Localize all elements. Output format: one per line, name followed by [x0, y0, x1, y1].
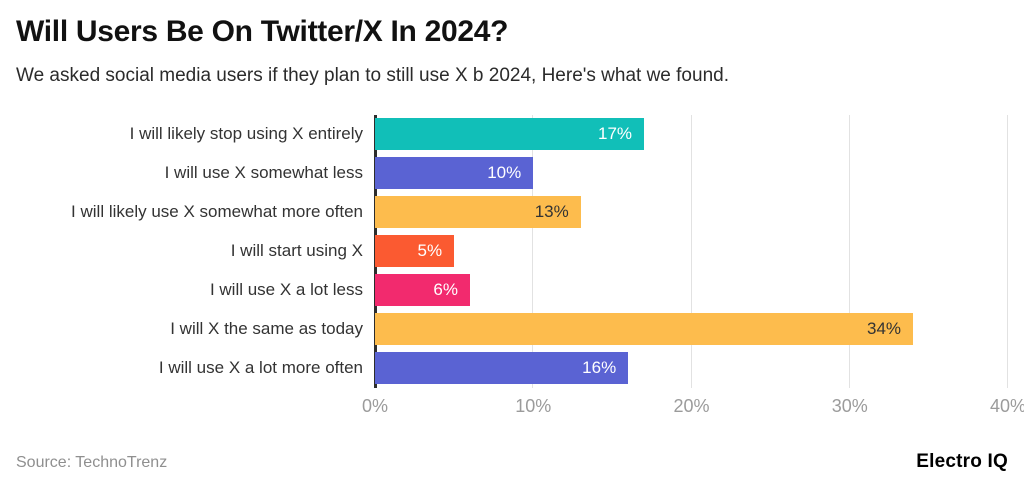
gridline-20 [690, 114, 692, 388]
bar-value-label: 16% [582, 358, 617, 378]
category-label: I will use X a lot more often [158, 358, 363, 378]
x-tick-label: 30% [831, 395, 868, 416]
plot-cell: 16% [375, 352, 1008, 385]
chart-row: I will use X a lot less 6% [16, 271, 1008, 310]
plot-cell: 13% [375, 196, 1008, 229]
x-tick-label: 10% [515, 395, 552, 416]
bar-value-label: 10% [487, 163, 522, 183]
plot-cell: 17% [375, 118, 1008, 151]
plot-cell: 5% [375, 235, 1008, 268]
category-label: I will X the same as today [170, 319, 363, 339]
gridline-40 [1007, 114, 1008, 388]
bar-value-label: 17% [597, 124, 633, 144]
bar-value-label: 13% [534, 202, 569, 222]
bar-4: 5% [375, 235, 455, 268]
chart-subtitle: We asked social media users if they plan… [16, 65, 729, 86]
category-label: I will likely stop using X entirely [129, 124, 363, 144]
x-tick-label: 0% [361, 395, 389, 416]
source-label: Source: TechnoTrenz [16, 454, 168, 471]
chart-row: I will use X somewhat less 10% [16, 154, 1008, 193]
category-label: I will use X a lot less [209, 280, 363, 300]
plot-cell: 34% [375, 313, 1008, 346]
brand-logo: Electro IQ [916, 451, 1008, 472]
bar-1: 17% [375, 118, 645, 151]
chart-row: I will start using X 5% [16, 232, 1008, 271]
chart-row: I will likely use X somewhat more often 1… [16, 193, 1008, 232]
chart-rows: I will likely stop using X entirely 17% I … [16, 115, 1008, 388]
bar-3: 13% [375, 196, 581, 229]
gridline-10 [532, 114, 534, 388]
bar-value-label: 5% [417, 241, 443, 261]
bar-chart: I will likely stop using X entirely 17% I … [16, 114, 1024, 418]
gridline-30 [848, 114, 850, 388]
bar-7: 16% [375, 352, 629, 385]
bar-2: 10% [375, 157, 534, 190]
bar-value-label: 34% [867, 319, 902, 339]
category-label: I will likely use X somewhat more often [71, 202, 363, 222]
x-axis: 0% 10% 20% 30% 40% [362, 388, 1024, 418]
chart-title: Will Users Be On Twitter/X In 2024? [16, 15, 509, 48]
x-tick-label: 40% [989, 395, 1024, 416]
plot-cell: 6% [375, 274, 1008, 307]
chart-row: I will likely stop using X entirely 17% [16, 115, 1008, 154]
bar-6: 34% [375, 313, 914, 346]
chart-row: I will use X a lot more often 16% [16, 349, 1008, 388]
plot-cell: 10% [375, 157, 1008, 190]
chart-footer: Source: TechnoTrenz Electro IQ [16, 451, 1008, 473]
chart-row: I will X the same as today 34% [16, 310, 1008, 349]
bar-value-label: 6% [433, 280, 458, 300]
category-label: I will use X somewhat less [164, 163, 363, 183]
x-tick-label: 20% [673, 395, 710, 416]
bar-5: 6% [375, 274, 470, 307]
category-label: I will start using X [230, 241, 363, 261]
